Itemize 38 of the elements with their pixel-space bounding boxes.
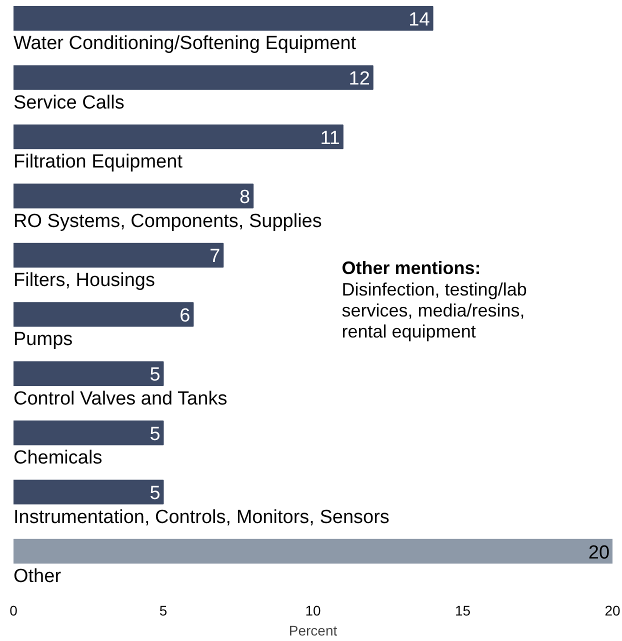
- x-tick-label: 0: [10, 602, 18, 618]
- x-tick-label: 20: [604, 602, 620, 618]
- data-label: 5: [150, 364, 160, 386]
- data-label: 14: [408, 9, 430, 30]
- y-tick-label: Other: [14, 566, 62, 588]
- y-tick-label: Filters, Housings: [14, 270, 155, 292]
- x-axis-title: Percent: [288, 622, 338, 638]
- bar: [14, 420, 164, 446]
- y-tick-label: RO Systems, Components, Supplies: [14, 210, 322, 232]
- y-tick-label: Chemicals: [14, 448, 102, 469]
- y-tick-label: Control Valves and Tanks: [14, 388, 228, 410]
- bar: [14, 184, 254, 208]
- annotation: Other mentions:: [342, 258, 481, 278]
- bar: [14, 242, 224, 268]
- bar: [14, 302, 194, 327]
- x-tick-label: 10: [305, 602, 321, 618]
- data-label: 8: [240, 187, 250, 208]
- bar: [14, 65, 374, 90]
- x-tick-label: 15: [454, 602, 471, 618]
- data-label: 20: [588, 542, 610, 564]
- y-tick-label: Pumps: [14, 329, 73, 350]
- annotation: Disinfection, testing/lab services, media/resins, rental equipment: [342, 280, 527, 342]
- bar: [14, 124, 344, 150]
- x-tick-label: 5: [159, 602, 168, 618]
- bar: [14, 480, 164, 504]
- data-label: 6: [180, 305, 190, 326]
- y-tick-label: Filtration Equipment: [14, 152, 184, 173]
- y-tick-label: Water Conditioning/Softening Equipment: [14, 33, 357, 54]
- data-label: 5: [150, 424, 160, 445]
- y-tick-label: Service Calls: [14, 92, 124, 114]
- data-label: 11: [320, 128, 340, 149]
- bar: [14, 6, 434, 31]
- bar: [14, 538, 612, 564]
- y-tick-label: Instrumentation, Controls, Monitors, Sensors: [14, 506, 390, 528]
- data-label: 12: [348, 68, 370, 90]
- bar: [14, 361, 164, 386]
- data-label: 5: [150, 483, 160, 504]
- data-label: 7: [210, 246, 220, 268]
